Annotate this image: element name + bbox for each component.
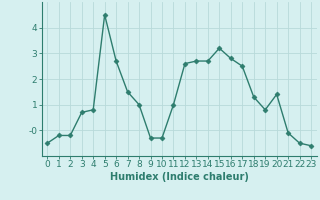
X-axis label: Humidex (Indice chaleur): Humidex (Indice chaleur)	[110, 172, 249, 182]
